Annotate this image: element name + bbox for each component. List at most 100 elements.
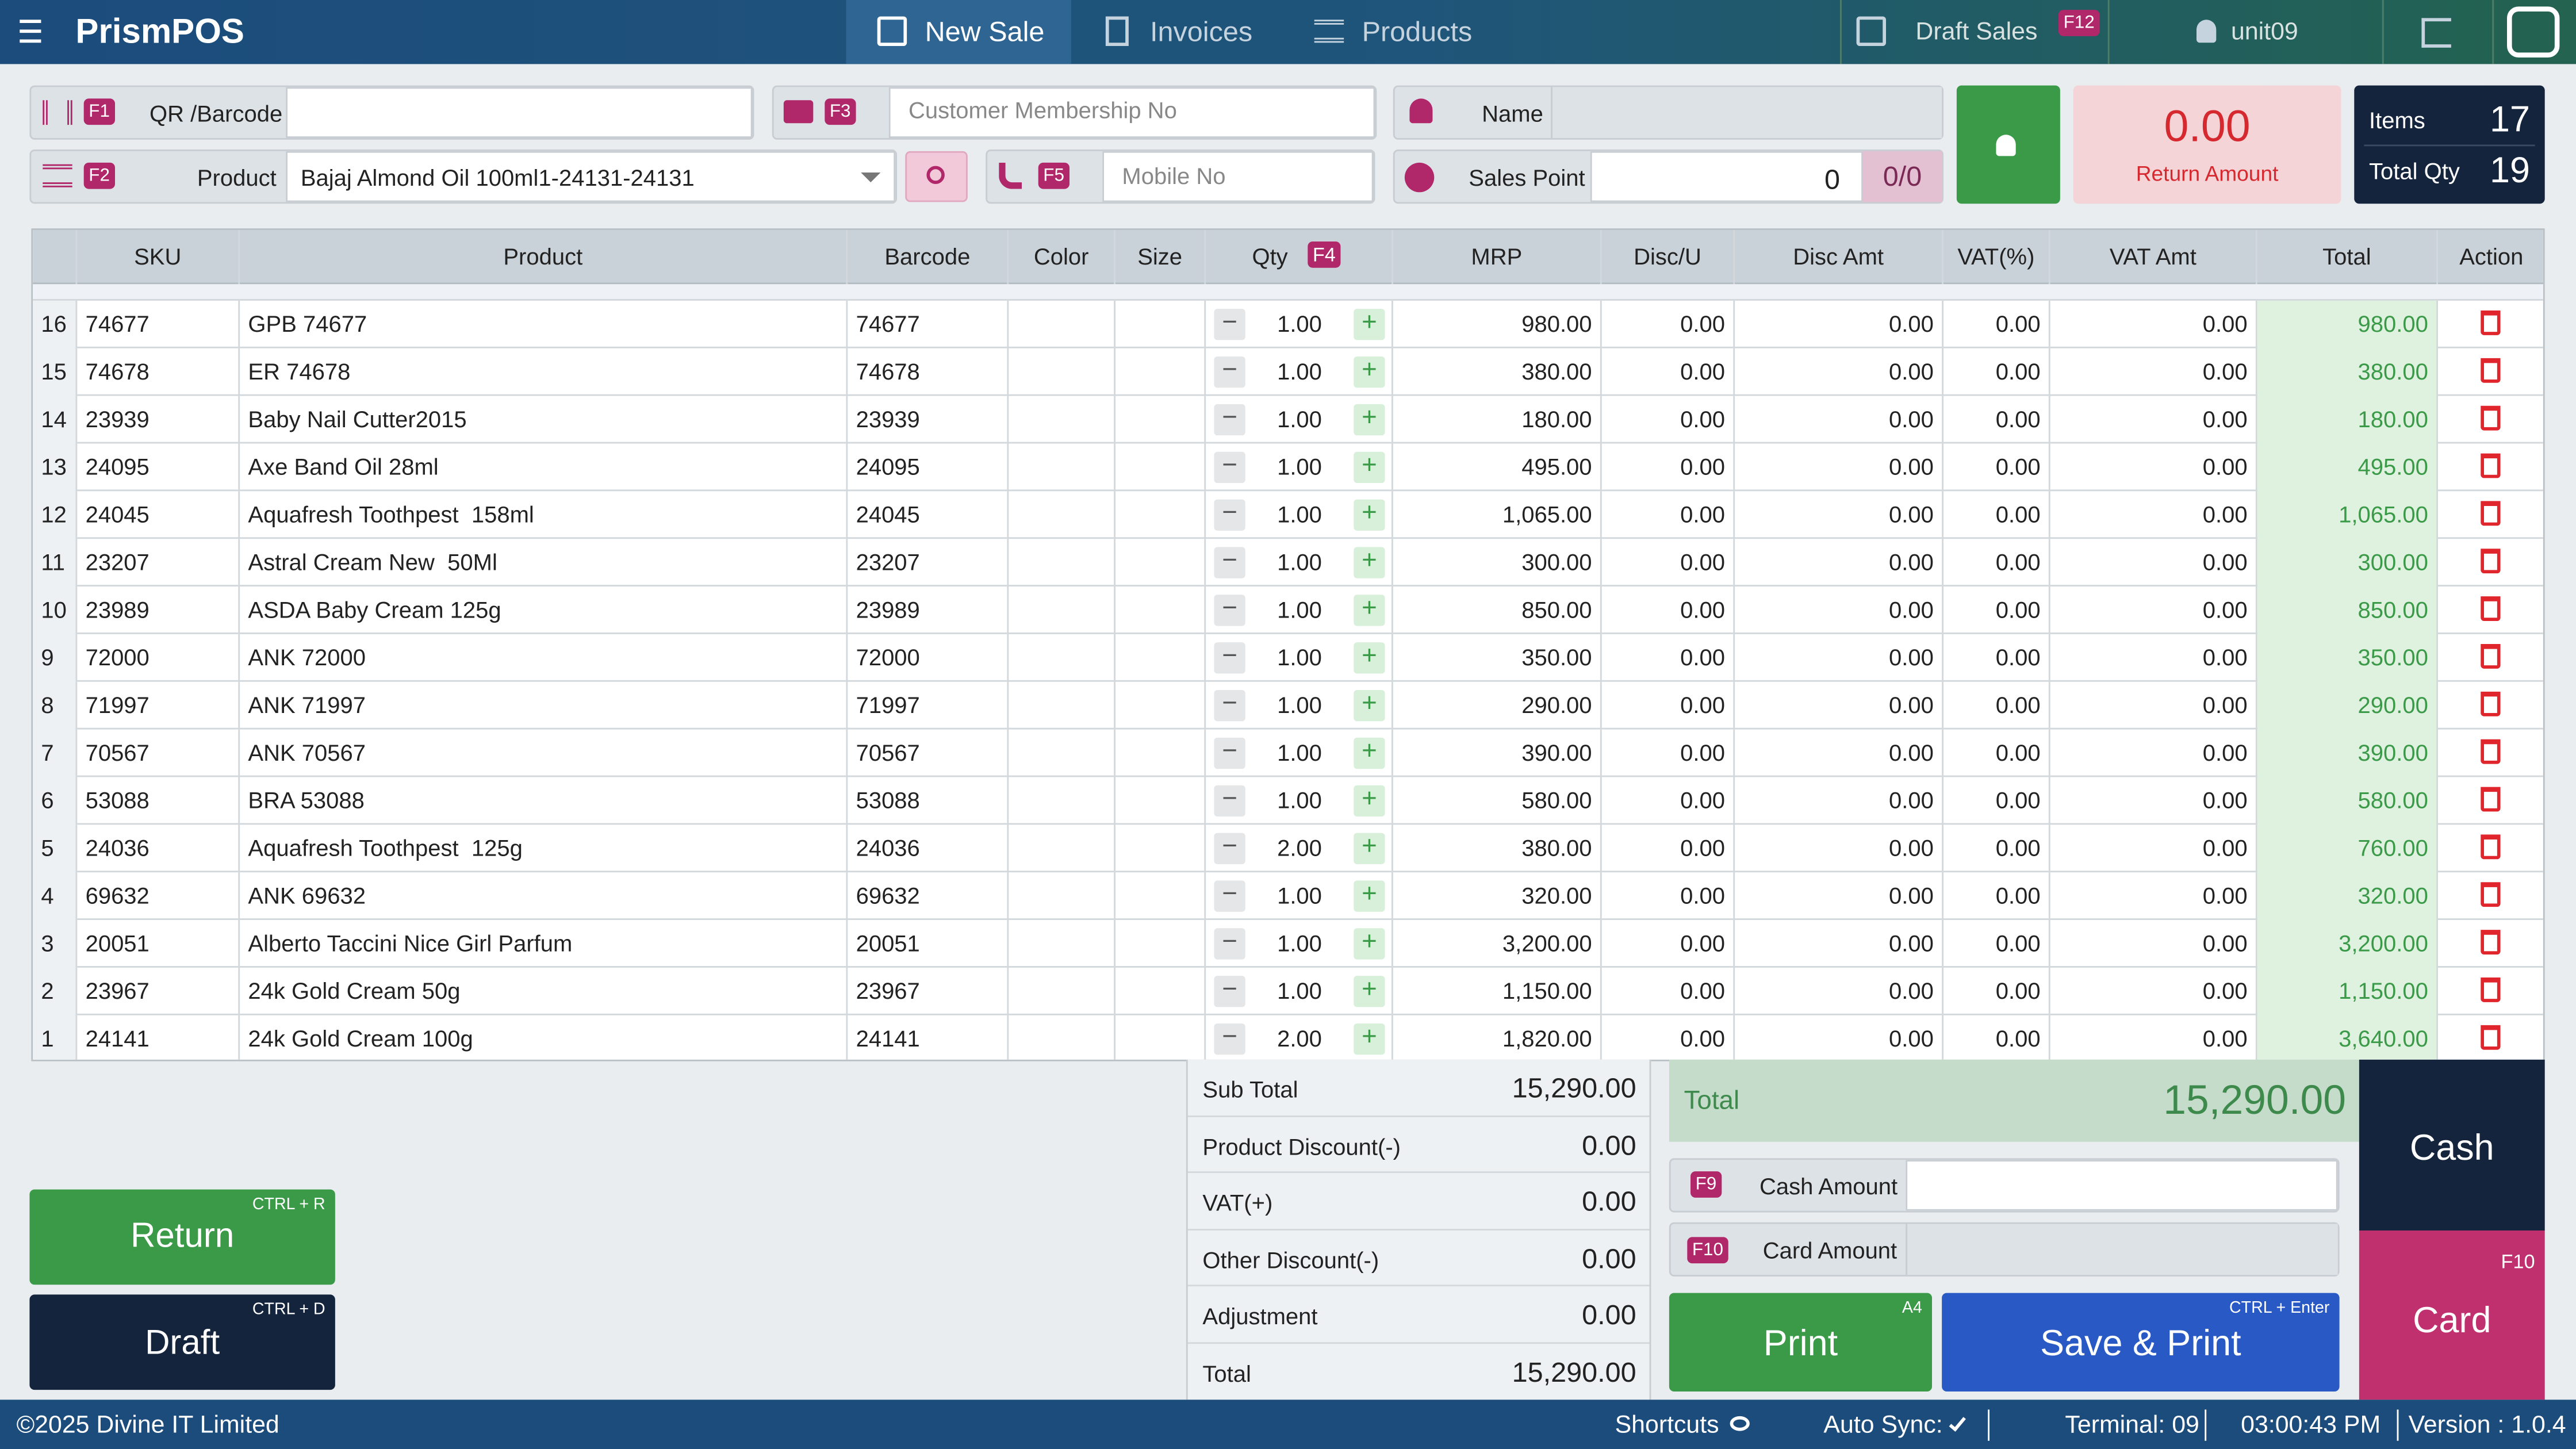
table-row[interactable]: 469632ANK 6963269632−1.00+320.000.000.00… <box>33 872 2545 920</box>
increase-button[interactable]: + <box>1354 642 1385 673</box>
decrease-button[interactable]: − <box>1214 547 1245 578</box>
product-name: Astral Cream New 50Ml <box>240 539 848 586</box>
cash-button[interactable]: Cash <box>2359 1060 2545 1230</box>
menu-icon[interactable] <box>20 20 41 43</box>
logout-icon[interactable] <box>2421 18 2451 47</box>
name-input[interactable] <box>1551 87 1942 138</box>
table-row[interactable]: 972000ANK 7200072000−1.00+350.000.000.00… <box>33 634 2545 682</box>
increase-button[interactable]: + <box>1354 880 1385 911</box>
increase-button[interactable]: + <box>1354 500 1385 531</box>
table-row[interactable]: 12414124k Gold Cream 100g24141−2.00+1,82… <box>33 1015 2545 1061</box>
decrease-button[interactable]: − <box>1214 976 1245 1007</box>
delete-button[interactable] <box>2438 443 2545 491</box>
decrease-button[interactable]: − <box>1214 785 1245 816</box>
summary-row: Total15,290.00 <box>1188 1343 1650 1400</box>
dropdown-arrow[interactable] <box>861 172 880 182</box>
table-row[interactable]: 1023989ASDA Baby Cream 125g23989−1.00+85… <box>33 586 2545 634</box>
decrease-button[interactable]: − <box>1214 690 1245 721</box>
table-row[interactable]: 871997ANK 7199771997−1.00+290.000.000.00… <box>33 682 2545 730</box>
return-button[interactable]: CTRL + R Return <box>29 1190 335 1285</box>
decrease-button[interactable]: − <box>1214 404 1245 435</box>
tab[interactable]: Products <box>1362 17 1473 49</box>
table-row[interactable]: 1674677GPB 7467774677−1.00+980.000.000.0… <box>33 301 2545 348</box>
card-button[interactable]: F10 Card <box>2359 1230 2545 1400</box>
vat-amount: 0.00 <box>2050 920 2257 968</box>
increase-button[interactable]: + <box>1354 976 1385 1007</box>
decrease-button[interactable]: − <box>1214 880 1245 911</box>
quantity: 1.00 <box>1255 301 1344 348</box>
delete-button[interactable] <box>2438 539 2545 586</box>
delete-button[interactable] <box>2438 348 2545 396</box>
table-row[interactable]: 524036Aquafresh Toothpest 125g24036−2.00… <box>33 825 2545 872</box>
decrease-button[interactable]: − <box>1214 356 1245 388</box>
decrease-button[interactable]: − <box>1214 452 1245 483</box>
delete-button[interactable] <box>2438 777 2545 825</box>
add-customer-button[interactable] <box>1957 86 2060 204</box>
decrease-button[interactable]: − <box>1214 1023 1245 1055</box>
cash-input[interactable] <box>1906 1160 2337 1211</box>
tab[interactable]: New Sale <box>925 17 1045 49</box>
delete-button[interactable] <box>2438 825 2545 872</box>
decrease-button[interactable]: − <box>1214 309 1245 340</box>
table-row[interactable]: 1574678ER 7467874678−1.00+380.000.000.00… <box>33 348 2545 396</box>
delete-button[interactable] <box>2438 968 2545 1015</box>
table-row[interactable]: 653088BRA 5308853088−1.00+580.000.000.00… <box>33 777 2545 825</box>
delete-button[interactable] <box>2438 682 2545 730</box>
row-number: 16 <box>33 301 77 348</box>
increase-button[interactable]: + <box>1354 833 1385 864</box>
draft-sales[interactable]: Draft Sales <box>1915 18 2037 46</box>
search-button[interactable] <box>905 151 968 202</box>
shortcuts[interactable]: Shortcuts <box>1615 1411 1719 1439</box>
delete-button[interactable] <box>2438 634 2545 682</box>
increase-button[interactable]: + <box>1354 785 1385 816</box>
product-name: Aquafresh Toothpest 158ml <box>240 491 848 539</box>
delete-button[interactable] <box>2438 301 2545 348</box>
increase-button[interactable]: + <box>1354 690 1385 721</box>
delete-button[interactable] <box>2438 491 2545 539</box>
decrease-button[interactable]: − <box>1214 738 1245 769</box>
save-print-button[interactable]: CTRL + Enter Save & Print <box>1942 1293 2339 1392</box>
decrease-button[interactable]: − <box>1214 833 1245 864</box>
table-row[interactable]: 1423939Baby Nail Cutter201523939−1.00+18… <box>33 396 2545 444</box>
card-input[interactable] <box>1906 1224 2337 1275</box>
table-row[interactable]: 22396724k Gold Cream 50g23967−1.00+1,150… <box>33 968 2545 1015</box>
delete-button[interactable] <box>2438 920 2545 968</box>
row-number: 12 <box>33 491 77 539</box>
qr-input[interactable] <box>286 87 752 138</box>
vat-percent: 0.00 <box>1943 396 2050 444</box>
draft-button[interactable]: CTRL + D Draft <box>29 1294 335 1390</box>
print-button[interactable]: A4 Print <box>1669 1293 1932 1392</box>
increase-button[interactable]: + <box>1354 928 1385 959</box>
table-row[interactable]: 770567ANK 7056770567−1.00+390.000.000.00… <box>33 730 2545 777</box>
decrease-button[interactable]: − <box>1214 642 1245 673</box>
product-name: ANK 70567 <box>240 730 848 777</box>
sku: 74677 <box>77 301 240 348</box>
delete-button[interactable] <box>2438 1015 2545 1061</box>
sales-point-input[interactable] <box>1590 151 1863 202</box>
increase-button[interactable]: + <box>1354 404 1385 435</box>
table-row[interactable]: 320051Alberto Taccini Nice Girl Parfum20… <box>33 920 2545 968</box>
table-row[interactable]: 1324095Axe Band Oil 28ml24095−1.00+495.0… <box>33 443 2545 491</box>
decrease-button[interactable]: − <box>1214 500 1245 531</box>
increase-button[interactable]: + <box>1354 1023 1385 1055</box>
table-row[interactable]: 1224045Aquafresh Toothpest 158ml24045−1.… <box>33 491 2545 539</box>
delete-button[interactable] <box>2438 396 2545 444</box>
color-cell <box>1009 539 1116 586</box>
increase-button[interactable]: + <box>1354 452 1385 483</box>
decrease-button[interactable]: − <box>1214 928 1245 959</box>
icon <box>1314 20 1344 43</box>
total-qty: 19 <box>2490 150 2530 192</box>
quantity: 1.00 <box>1255 634 1344 682</box>
delete-button[interactable] <box>2438 872 2545 920</box>
increase-button[interactable]: + <box>1354 547 1385 578</box>
summary-label: Total <box>1202 1359 1251 1386</box>
increase-button[interactable]: + <box>1354 595 1385 626</box>
decrease-button[interactable]: − <box>1214 595 1245 626</box>
increase-button[interactable]: + <box>1354 309 1385 340</box>
tab[interactable]: Invoices <box>1150 17 1252 49</box>
delete-button[interactable] <box>2438 730 2545 777</box>
table-row[interactable]: 1123207Astral Cream New 50Ml23207−1.00+3… <box>33 539 2545 586</box>
increase-button[interactable]: + <box>1354 738 1385 769</box>
delete-button[interactable] <box>2438 586 2545 634</box>
increase-button[interactable]: + <box>1354 356 1385 388</box>
